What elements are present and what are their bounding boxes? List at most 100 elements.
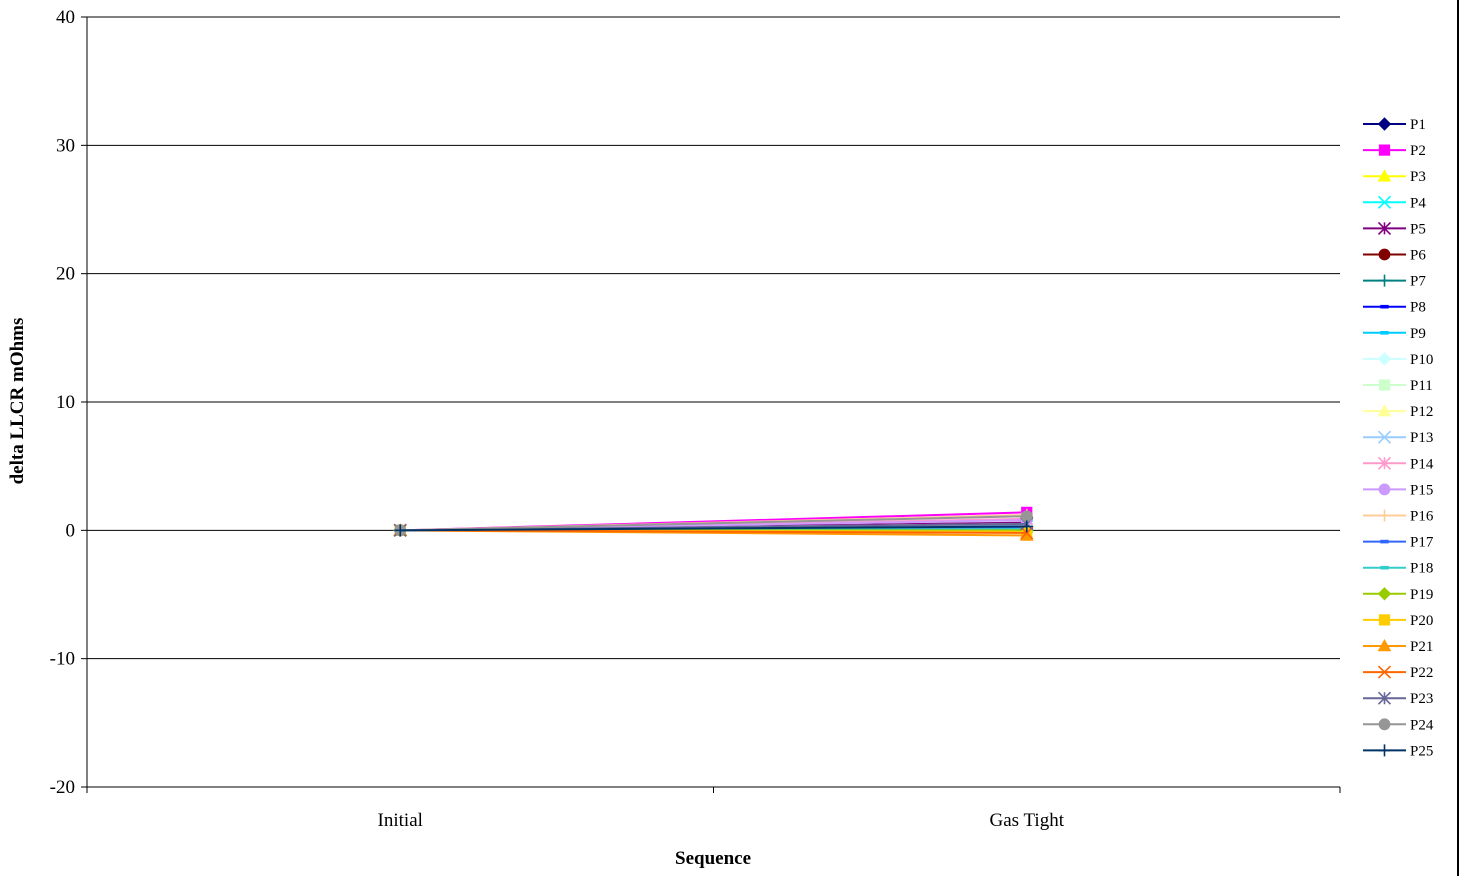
legend-item: P10 <box>1363 352 1433 368</box>
marker-dash <box>1380 565 1389 570</box>
legend-label: P5 <box>1410 221 1426 237</box>
marker-square <box>1378 614 1391 626</box>
legend-label: P7 <box>1410 274 1426 290</box>
y-tick-label: -10 <box>50 649 75 670</box>
legend-item: P7 <box>1363 274 1426 290</box>
legend-label: P17 <box>1410 535 1434 551</box>
y-tick-label: 10 <box>56 392 75 413</box>
legend-label: P9 <box>1410 326 1426 342</box>
legend-label: P19 <box>1410 587 1433 603</box>
marker-plus <box>1020 520 1033 533</box>
legend-item: P19 <box>1363 587 1433 603</box>
legend-item: P2 <box>1363 143 1426 159</box>
marker-star <box>1377 691 1392 705</box>
marker-triangle <box>1377 169 1392 182</box>
marker-diamond <box>1377 352 1392 366</box>
legend-label: P8 <box>1410 300 1426 316</box>
marker-plus <box>1378 509 1391 522</box>
legend-item: P4 <box>1363 195 1426 211</box>
series-group <box>393 506 1034 541</box>
marker-circle <box>1378 248 1391 261</box>
legend-item: P12 <box>1363 404 1433 420</box>
y-tick-label: 30 <box>56 135 75 156</box>
y-tick-labels: 40 30 20 10 0 -10 -20 <box>50 7 75 798</box>
legend-label: P3 <box>1410 169 1426 185</box>
legend-label: P23 <box>1410 691 1433 707</box>
legend-item: P20 <box>1363 613 1433 629</box>
marker-star <box>1377 221 1392 235</box>
x-tick-label: Gas Tight <box>990 810 1065 831</box>
legend-label: P18 <box>1410 561 1433 577</box>
series-line <box>400 529 1027 534</box>
legend-item: P6 <box>1363 248 1426 264</box>
marker-circle <box>1020 510 1033 523</box>
marker-plus <box>1378 274 1391 287</box>
legend-item: P15 <box>1363 482 1433 498</box>
legend-item: P8 <box>1363 300 1426 316</box>
marker-circle <box>1378 483 1391 496</box>
series-P25 <box>394 520 1033 537</box>
series-line <box>400 515 1027 532</box>
axes <box>81 16 1341 793</box>
legend-item: P25 <box>1363 743 1433 759</box>
legend-label: P24 <box>1410 717 1434 733</box>
marker-plus <box>1378 744 1391 757</box>
marker-circle <box>1378 718 1391 731</box>
legend-item: P14 <box>1363 456 1434 472</box>
y-axis-title: delta LLCR mOhms <box>7 318 28 485</box>
marker-square <box>1378 379 1391 391</box>
marker-dash <box>1380 539 1389 544</box>
legend-item: P24 <box>1363 717 1434 733</box>
legend-label: P20 <box>1410 613 1433 629</box>
chart-frame-border <box>1457 0 1459 876</box>
legend-item: P17 <box>1363 535 1434 551</box>
legend-item: P21 <box>1363 638 1433 655</box>
marker-plus <box>394 524 407 537</box>
marker-square <box>1378 144 1391 156</box>
legend-label: P6 <box>1410 248 1426 264</box>
legend-label: P14 <box>1410 456 1434 472</box>
legend-item: P3 <box>1363 169 1426 185</box>
legend-label: P10 <box>1410 352 1433 368</box>
legend-label: P21 <box>1410 639 1433 655</box>
marker-x <box>1377 430 1392 444</box>
legend-item: P13 <box>1363 430 1433 446</box>
marker-triangle <box>1377 404 1392 417</box>
legend-label: P22 <box>1410 665 1433 681</box>
marker-star <box>1377 456 1392 470</box>
legend-item: P5 <box>1363 221 1426 237</box>
x-axis-title: Sequence <box>675 848 751 869</box>
marker-diamond <box>1377 117 1392 131</box>
marker-dash <box>1380 331 1389 335</box>
legend-item: P9 <box>1363 326 1426 342</box>
legend-label: P2 <box>1410 143 1426 159</box>
legend-label: P15 <box>1410 482 1433 498</box>
legend-item: P11 <box>1363 378 1433 394</box>
marker-diamond <box>1377 587 1392 601</box>
legend-item: P18 <box>1363 561 1433 577</box>
legend-item: P1 <box>1363 117 1426 133</box>
legend-item: P23 <box>1363 691 1433 707</box>
legend-label: P13 <box>1410 430 1433 446</box>
y-tick-label: 20 <box>56 264 75 285</box>
legend-label: P12 <box>1410 404 1433 420</box>
legend-label: P16 <box>1410 509 1434 525</box>
legend-label: P11 <box>1410 378 1433 394</box>
marker-triangle <box>1377 638 1392 652</box>
series-line <box>400 525 1027 532</box>
legend-label: P25 <box>1410 743 1433 759</box>
x-tick-label: Initial <box>378 810 423 831</box>
y-tick-label: 0 <box>66 520 76 541</box>
legend-item: P22 <box>1363 665 1433 681</box>
legend-label: P4 <box>1410 195 1426 211</box>
x-tick-labels: Initial Gas Tight <box>378 810 1065 831</box>
y-tick-label: 40 <box>56 7 75 28</box>
y-tick-label: -20 <box>50 777 75 798</box>
legend-label: P1 <box>1410 117 1426 133</box>
legend: P1 P2 P3 P4 P5 P6 P7 P8 P9 P10 P11 P12 P13 P14 P15 P16 P… <box>1363 117 1434 759</box>
marker-dash <box>1380 304 1389 309</box>
marker-x <box>1377 195 1392 209</box>
marker-x <box>1377 665 1392 679</box>
gridlines <box>87 16 1340 788</box>
